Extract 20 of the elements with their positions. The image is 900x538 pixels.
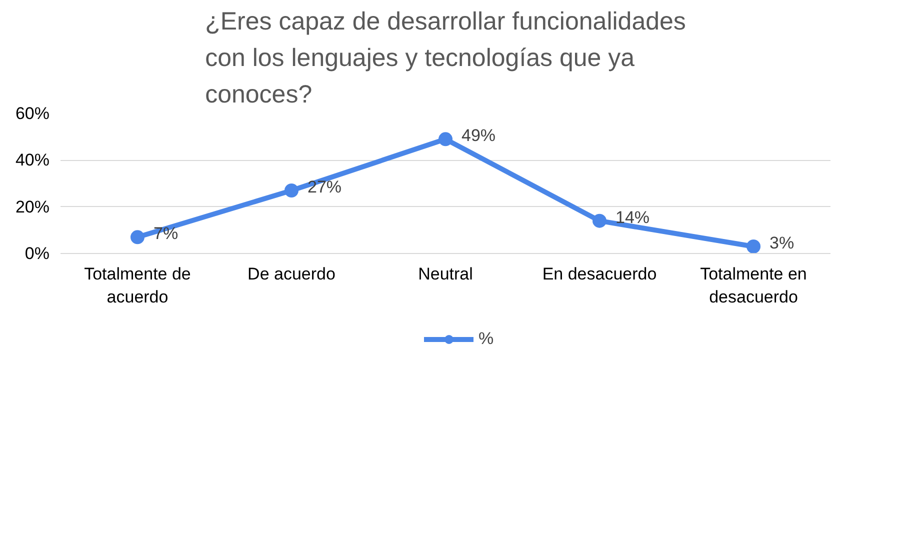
y-tick-label: 0% xyxy=(24,244,50,263)
data-label: 27% xyxy=(308,178,342,196)
x-tick-label: Neutral xyxy=(418,264,473,284)
point xyxy=(130,230,144,244)
y-tick-label: 20% xyxy=(15,197,50,216)
point xyxy=(746,240,760,254)
x-tick-label: De acuerdo xyxy=(248,264,336,284)
legend-label: % xyxy=(478,329,495,349)
data-label: 49% xyxy=(462,126,496,146)
data-label: 3% xyxy=(770,234,794,252)
x-tick-label: En desacuerdo xyxy=(542,264,657,284)
y-tick-label: 40% xyxy=(15,150,50,170)
y-tick-label: 60% xyxy=(15,104,50,123)
point xyxy=(592,214,606,228)
point xyxy=(438,132,452,146)
chart-title: ¿Eres capaz de desarrollar funcionalidades con los lenguajes y tecnologías que ya conoces? xyxy=(205,8,686,108)
x-tick-label: Totalmente en desacuerdo xyxy=(700,264,807,306)
x-tick-label: Totalmente de acuerdo xyxy=(84,264,191,306)
point xyxy=(284,184,298,198)
data-label: 14% xyxy=(616,208,650,227)
